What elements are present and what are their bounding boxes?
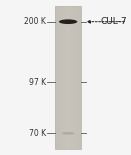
Bar [62, 6, 63, 149]
Ellipse shape [62, 132, 75, 135]
Bar [61, 6, 62, 149]
Bar [67, 6, 68, 149]
Bar [68, 6, 69, 149]
Bar [66, 6, 67, 149]
Bar [75, 6, 76, 149]
Bar [80, 6, 81, 149]
Bar [70, 6, 71, 149]
Bar [57, 6, 58, 149]
Bar [56, 6, 57, 149]
Bar [77, 6, 78, 149]
Bar [71, 6, 72, 149]
Text: 200 K: 200 K [24, 17, 46, 26]
Bar [73, 6, 74, 149]
Bar [59, 6, 60, 149]
Bar [65, 6, 66, 149]
Bar [76, 6, 77, 149]
Bar [60, 6, 61, 149]
Bar [55, 6, 56, 149]
Bar [72, 6, 73, 149]
Bar [58, 6, 59, 149]
Text: CUL-7: CUL-7 [100, 17, 127, 26]
Ellipse shape [59, 19, 77, 24]
Bar [69, 6, 70, 149]
Bar [78, 6, 79, 149]
Text: 70 K: 70 K [29, 129, 46, 138]
Bar [74, 6, 75, 149]
Bar [79, 6, 80, 149]
Bar [55, 6, 81, 149]
Bar [63, 6, 64, 149]
Text: 97 K: 97 K [29, 78, 46, 87]
Bar [64, 6, 65, 149]
